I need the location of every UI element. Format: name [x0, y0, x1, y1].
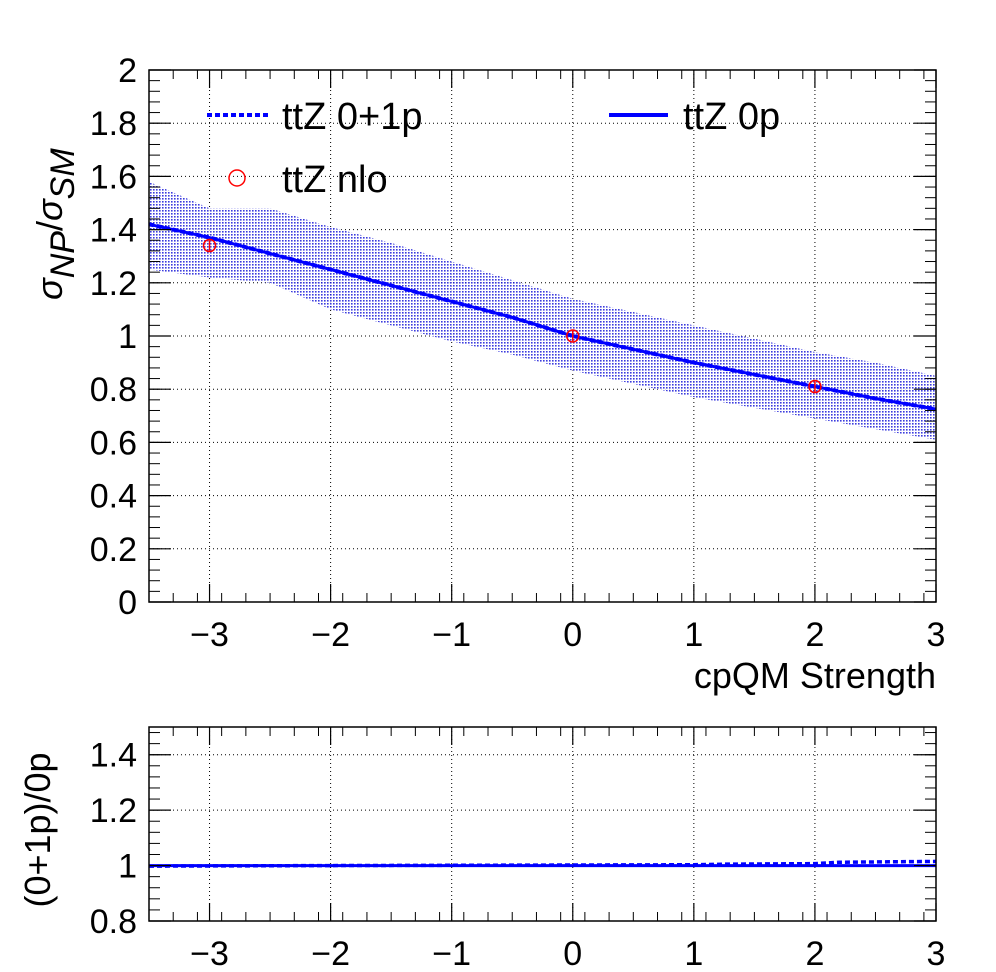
main-y-tick-label: 0.6	[90, 424, 137, 462]
y-title-sigma-2: σ	[29, 198, 70, 221]
main-y-tick-label: 2	[118, 52, 137, 90]
ratio-x-tick-label: 0	[563, 935, 582, 972]
legend-entry-ttz-nlo: ttZ nlo	[228, 159, 388, 201]
ratio-grid	[149, 727, 937, 922]
main-y-tick-label: 0.8	[90, 371, 137, 409]
legend-entry-ttz-0p1p: ttZ 0+1p	[207, 96, 422, 138]
ratio-plot-frame	[148, 726, 937, 922]
main-y-tick-label: 0.2	[90, 531, 137, 569]
ratio-plot-panel: −3 −2 −1 0 1 2 3 0.8 1 1.2 1.4 (0+1p)/0p	[17, 726, 946, 972]
ratio-axis-ticks: −3 −2 −1 0 1 2 3 0.8 1 1.2 1.4	[90, 727, 946, 972]
nlo-point	[202, 238, 217, 253]
uncertainty-band-area	[149, 181, 936, 440]
ratio-x-tick-label: 3	[927, 935, 946, 972]
legend-label-ttz-0p: ttZ 0p	[683, 96, 780, 138]
main-y-tick-label: 1	[118, 318, 137, 356]
main-series-group	[148, 222, 937, 412]
y-title-sub-sm: SM	[44, 148, 82, 200]
nlo-point	[808, 379, 822, 394]
legend-swatch-circle	[228, 169, 246, 187]
main-x-tick-label: −2	[311, 616, 350, 654]
main-plot-panel: −3 −2 −1 0 1 2 3 0 0.2 0.4 0.6 0.8 1 1.2 1.4 1.6 1.8 2 σN…	[29, 52, 945, 696]
main-y-axis-title: σNP/σSM	[29, 148, 82, 300]
legend-label-ttz-nlo: ttZ nlo	[282, 159, 388, 201]
ratio-y-tick-label: 1.2	[90, 792, 137, 830]
ratio-y-tick-label: 1.4	[90, 737, 137, 775]
main-x-axis-title: cpQM Strength	[694, 655, 936, 696]
legend-entry-ttz-0p: ttZ 0p	[609, 96, 780, 138]
main-axis-ticks: −3 −2 −1 0 1 2 3 0 0.2 0.4 0.6 0.8 1 1.2 1.4 1.6 1.8 2	[90, 52, 946, 654]
y-title-slash: /	[29, 221, 70, 231]
y-title-sigma-1: σ	[29, 277, 70, 300]
nlo-point	[566, 329, 580, 343]
y-title-sub-np: NP	[44, 231, 82, 279]
ratio-x-tick-label: −1	[432, 935, 471, 972]
main-y-tick-label: 1.8	[90, 105, 137, 143]
main-y-tick-label: 0	[118, 584, 137, 622]
main-x-tick-label: 1	[684, 616, 703, 654]
uncertainty-band	[149, 181, 936, 440]
ratio-y-tick-label: 0.8	[90, 903, 137, 941]
ratio-x-tick-label: 1	[684, 935, 703, 972]
legend: ttZ 0+1p ttZ 0p ttZ nlo	[207, 96, 780, 201]
ratio-y-axis-title: (0+1p)/0p	[17, 752, 58, 907]
legend-label-ttz-0p1p: ttZ 0+1p	[282, 96, 422, 138]
ratio-y-tick-label: 1	[118, 848, 137, 886]
series-line-ttz-0p	[148, 222, 937, 411]
main-y-tick-label: 1.2	[90, 265, 137, 303]
ratio-x-tick-label: 2	[805, 935, 824, 972]
main-x-tick-label: −1	[432, 616, 471, 654]
ratio-x-tick-label: −3	[190, 935, 229, 972]
main-plot-frame	[148, 69, 937, 603]
main-y-tick-label: 1.4	[90, 212, 137, 250]
main-x-tick-label: 3	[927, 616, 946, 654]
main-y-tick-label: 1.6	[90, 158, 137, 196]
ratio-series-group	[148, 859, 937, 868]
main-y-tick-label: 0.4	[90, 478, 137, 516]
main-x-tick-label: 2	[805, 616, 824, 654]
main-x-tick-label: −3	[190, 616, 229, 654]
main-x-tick-label: 0	[563, 616, 582, 654]
ratio-x-tick-label: −2	[311, 935, 350, 972]
